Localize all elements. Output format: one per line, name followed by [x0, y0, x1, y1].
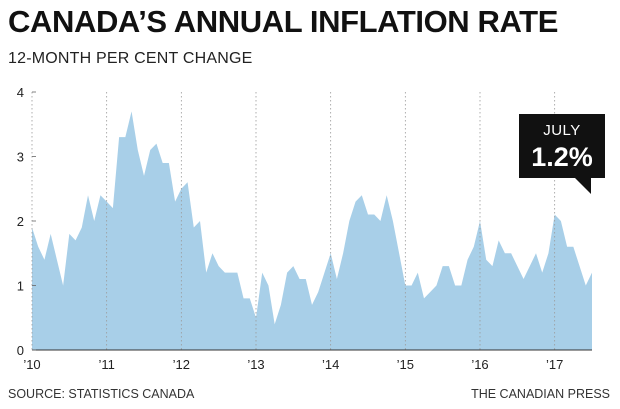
y-tick-label: 3: [17, 150, 24, 165]
x-tick-label: ’15: [397, 357, 414, 372]
credit-note: THE CANADIAN PRESS: [471, 387, 610, 401]
inflation-area: [32, 111, 592, 350]
y-tick-label: 4: [17, 85, 24, 100]
x-tick-label: ’13: [247, 357, 264, 372]
y-tick-label: 0: [17, 343, 24, 358]
x-tick-label: ’14: [322, 357, 339, 372]
x-tick-label: ’12: [173, 357, 190, 372]
chart-title: CANADA’S ANNUAL INFLATION RATE: [8, 4, 558, 39]
latest-value-callout: JULY 1.2%: [519, 114, 605, 194]
y-tick-label: 1: [17, 279, 24, 294]
callout-month-label: JULY: [543, 122, 581, 139]
chart-subtitle: 12-MONTH PER CENT CHANGE: [8, 50, 253, 67]
x-tick-label: ’16: [471, 357, 488, 372]
source-note: SOURCE: STATISTICS CANADA: [8, 387, 195, 401]
x-tick-label: ’10: [23, 357, 40, 372]
y-tick-label: 2: [17, 214, 24, 229]
x-tick-label: ’11: [98, 357, 114, 372]
callout-rate-value: 1.2%: [531, 142, 593, 172]
x-tick-label: ’17: [546, 357, 563, 372]
